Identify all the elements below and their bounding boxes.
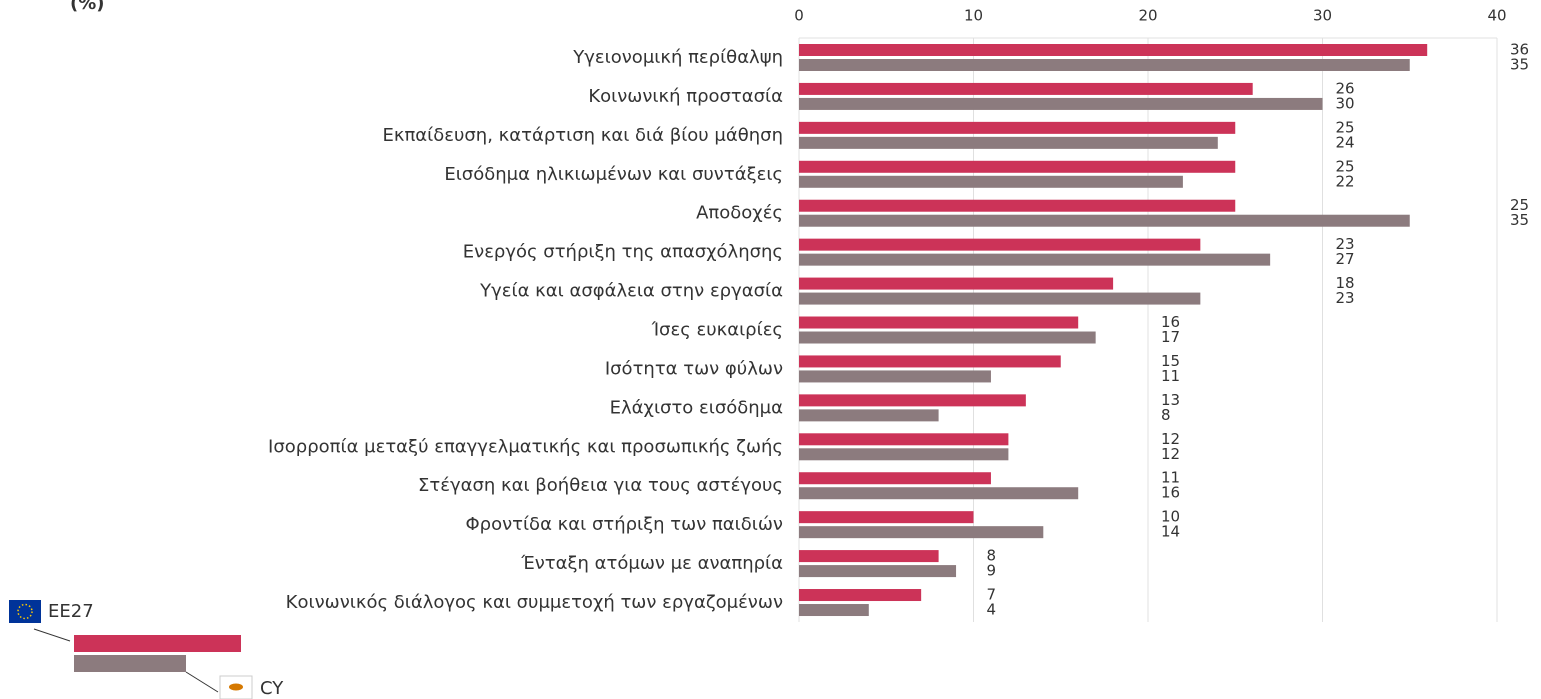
category-label: Φροντίδα και στήριξη των παιδιών bbox=[465, 514, 783, 535]
legend: EE27 CY bbox=[9, 600, 284, 699]
value-label: 26 bbox=[1336, 79, 1355, 97]
value-label: 30 bbox=[1336, 94, 1355, 112]
bar bbox=[799, 511, 974, 524]
bar bbox=[799, 355, 1061, 368]
chart-title: (%) bbox=[70, 0, 105, 14]
value-label: 24 bbox=[1336, 133, 1355, 151]
x-tick-label: 10 bbox=[964, 7, 983, 25]
value-label: 17 bbox=[1161, 328, 1180, 346]
bar bbox=[799, 292, 1201, 305]
bar bbox=[799, 199, 1236, 212]
category-label: Υγειονομική περίθαλψη bbox=[572, 47, 783, 68]
bar bbox=[799, 214, 1410, 227]
bar bbox=[799, 433, 1009, 446]
category-label: Ενεργός στήριξη της απασχόλησης bbox=[463, 242, 783, 263]
bar bbox=[799, 44, 1428, 56]
category-label: Ελάχιστο εισόδημα bbox=[610, 397, 783, 418]
bar bbox=[799, 550, 939, 563]
value-label: 15 bbox=[1161, 352, 1180, 370]
value-label: 4 bbox=[987, 601, 997, 619]
cy-island bbox=[229, 683, 243, 691]
bar bbox=[799, 121, 1236, 134]
value-label: 23 bbox=[1336, 235, 1355, 253]
bar bbox=[799, 253, 1271, 266]
legend-bar bbox=[74, 655, 186, 672]
value-label: 8 bbox=[987, 547, 997, 565]
bar bbox=[799, 370, 991, 383]
x-tick-label: 0 bbox=[794, 7, 804, 25]
bar bbox=[799, 409, 939, 422]
legend-label: EE27 bbox=[48, 601, 94, 622]
value-label: 25 bbox=[1336, 118, 1355, 136]
eu-flag bbox=[9, 600, 41, 623]
bar bbox=[799, 526, 1044, 539]
legend-connector bbox=[33, 628, 71, 642]
category-label: Εκπαίδευση, κατάρτιση και διά βίου μάθησ… bbox=[382, 125, 783, 146]
x-tick-label: 30 bbox=[1313, 7, 1332, 25]
value-label: 16 bbox=[1161, 484, 1180, 502]
value-label: 14 bbox=[1161, 523, 1180, 541]
bar bbox=[799, 82, 1253, 95]
bar bbox=[799, 487, 1079, 500]
bar bbox=[799, 448, 1009, 461]
bar bbox=[799, 472, 991, 485]
bar bbox=[799, 331, 1096, 344]
category-label: Ένταξη ατόμων με αναπηρία bbox=[520, 553, 783, 574]
category-label: Υγεία και ασφάλεια στην εργασία bbox=[479, 281, 783, 302]
bar bbox=[799, 97, 1323, 110]
bar bbox=[799, 160, 1236, 173]
bar bbox=[799, 277, 1114, 290]
category-label: Κοινωνικός διάλογος και συμμετοχή των ερ… bbox=[286, 592, 783, 613]
category-label: Ισότητα των φύλων bbox=[605, 358, 783, 379]
value-label: 25 bbox=[1510, 196, 1529, 214]
category-label: Ίσες ευκαιρίες bbox=[651, 320, 783, 341]
bar bbox=[799, 589, 922, 602]
value-label: 10 bbox=[1161, 508, 1180, 526]
legend-label: CY bbox=[260, 678, 284, 699]
bar bbox=[799, 604, 869, 617]
bar bbox=[799, 136, 1218, 149]
bar bbox=[799, 316, 1079, 329]
bar bbox=[799, 59, 1410, 71]
value-label: 35 bbox=[1510, 211, 1529, 229]
bar bbox=[799, 175, 1183, 188]
eu-stars bbox=[17, 603, 33, 620]
value-label: 36 bbox=[1510, 41, 1529, 59]
category-label: Ισορροπία μεταξύ επαγγελματικής και προσ… bbox=[268, 436, 783, 457]
value-label: 12 bbox=[1161, 445, 1180, 463]
bar bbox=[799, 565, 957, 578]
value-label: 11 bbox=[1161, 469, 1180, 487]
value-label: 9 bbox=[987, 562, 997, 580]
category-label: Στέγαση και βοήθεια για τους αστέγους bbox=[418, 475, 783, 496]
value-label: 12 bbox=[1161, 430, 1180, 448]
value-label: 25 bbox=[1336, 157, 1355, 175]
value-label: 23 bbox=[1336, 289, 1355, 307]
value-label: 8 bbox=[1161, 406, 1171, 424]
value-label: 27 bbox=[1336, 250, 1355, 268]
legend-connector bbox=[185, 671, 219, 693]
category-label: Εισόδημα ηλικιωμένων και συντάξεις bbox=[444, 164, 783, 185]
value-label: 18 bbox=[1336, 274, 1355, 292]
category-label: Αποδοχές bbox=[696, 203, 783, 224]
value-label: 13 bbox=[1161, 391, 1180, 409]
bar bbox=[799, 394, 1026, 407]
value-label: 11 bbox=[1161, 367, 1180, 385]
value-label: 22 bbox=[1336, 172, 1355, 190]
x-tick-label: 20 bbox=[1138, 7, 1157, 25]
legend-bar bbox=[74, 635, 241, 652]
x-tick-label: 40 bbox=[1487, 7, 1506, 25]
value-label: 16 bbox=[1161, 313, 1180, 331]
category-label: Κοινωνική προστασία bbox=[588, 86, 783, 107]
bar bbox=[799, 238, 1201, 251]
value-label: 35 bbox=[1510, 56, 1529, 74]
value-label: 7 bbox=[987, 586, 997, 604]
